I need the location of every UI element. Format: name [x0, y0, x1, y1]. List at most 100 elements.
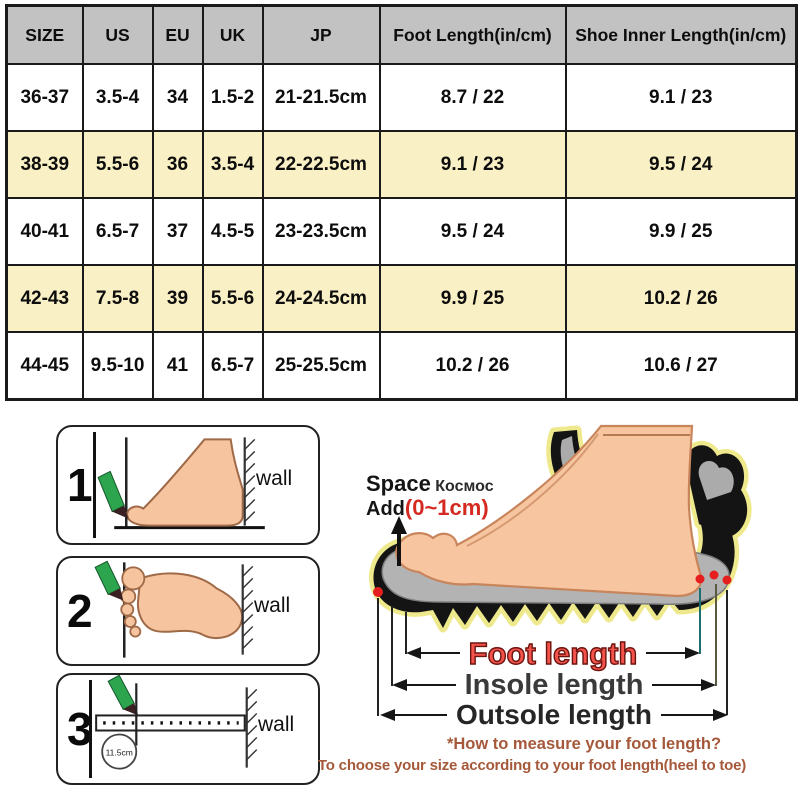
footprint-toes: [120, 566, 146, 638]
table-cell: 4.5-5: [201, 197, 264, 266]
table-cell: 41: [151, 331, 204, 401]
foot-shape: [126, 438, 244, 527]
ruler-mark-circle: [101, 733, 138, 770]
right-arrowhead-icon: [701, 679, 716, 691]
table-cell: 23-23.5cm: [261, 197, 381, 266]
table-cell: 40-41: [5, 197, 84, 266]
left-arrowhead-icon: [380, 709, 395, 721]
pencil-icon: [94, 560, 124, 601]
right-arrowhead-icon: [685, 647, 701, 659]
arrow-line: [407, 683, 456, 687]
table-cell: 44-45: [5, 331, 84, 401]
step-number: 2: [67, 585, 93, 637]
arrow-line: [395, 713, 447, 717]
size-chart-table: SIZE US EU UK JP Foot Length(in/cm) Shoe…: [5, 4, 798, 401]
footprint-sole: [136, 572, 244, 640]
table-cell: 5.5-6: [81, 130, 154, 199]
outsole-length-measure: Outsole length: [380, 699, 728, 731]
table-header-row: SIZE US EU UK JP Foot Length(in/cm) Shoe…: [5, 4, 798, 65]
table-cell: 38-39: [5, 130, 84, 199]
left-arrowhead-icon: [392, 679, 407, 691]
table-cell: 3.5-4: [201, 130, 264, 199]
wall-label: wall: [254, 594, 291, 617]
measure-step-1: 1 wall: [56, 425, 320, 545]
column-header-uk: UK: [201, 4, 264, 65]
add-range-value: (0~1cm): [404, 495, 489, 521]
wall-label: wall: [258, 713, 295, 736]
space-annotation: Space Космос Add(0~1cm): [366, 471, 494, 521]
table-cell: 3.5-4: [81, 63, 154, 132]
right-arrowhead-icon: [713, 709, 728, 721]
column-header-us: US: [81, 4, 154, 65]
measure-line-vertical: [726, 590, 728, 715]
instep-line: [466, 433, 599, 547]
table-cell: 5.5-6: [201, 264, 264, 333]
choose-size-note: To choose your size according to your fo…: [317, 757, 747, 774]
table-cell: 9.9 / 25: [564, 197, 798, 266]
arrow-line: [646, 651, 686, 655]
up-arrow-icon: [391, 516, 407, 566]
ruler-illustration: 11.5cm: [95, 675, 258, 770]
table-cell: 37: [151, 197, 204, 266]
table-cell: 1.5-2: [201, 63, 264, 132]
space-label: Space: [366, 471, 431, 496]
measure-line-vertical: [405, 612, 407, 654]
shoe-heel-lining: [698, 461, 734, 500]
column-header-foot-length: Foot Length(in/cm): [378, 4, 567, 65]
divider: [93, 432, 96, 538]
table-cell: 36-37: [5, 63, 84, 132]
ruler-mark-value: 11.5cm: [106, 748, 133, 758]
wall-hatch: [245, 687, 258, 768]
measure-line-vertical: [377, 598, 379, 716]
wall-hatch: [241, 564, 254, 655]
table-cell: 39: [151, 264, 204, 333]
how-to-measure-note: *How to measure your foot length?: [446, 735, 722, 753]
measure-dot: [373, 570, 732, 597]
table-cell: 6.5-7: [201, 331, 264, 401]
measure-line-vertical: [715, 584, 717, 686]
table-row: 40-41 6.5-7 37 4.5-5 23-23.5cm 9.5 / 24 …: [5, 197, 798, 266]
table-cell: 9.5 / 24: [378, 197, 567, 266]
divider: [89, 680, 92, 778]
pencil-icon: [97, 470, 129, 519]
arrow-line: [661, 713, 713, 717]
table-cell: 36: [151, 130, 204, 199]
arrow-line: [652, 683, 701, 687]
space-label-russian: Космос: [435, 478, 494, 495]
foot-shape: [395, 424, 703, 598]
table-cell: 9.1 / 23: [564, 63, 798, 132]
footprint-illustration: [94, 560, 254, 658]
left-arrowhead-icon: [406, 647, 421, 659]
column-header-jp: JP: [261, 4, 381, 65]
wall-label: wall: [256, 467, 293, 490]
table-row: 38-39 5.5-6 36 3.5-4 22-22.5cm 9.1 / 23 …: [5, 130, 798, 199]
wall-hatch: [243, 437, 256, 526]
table-cell: 25-25.5cm: [261, 331, 381, 401]
foot-length-measure: Foot length: [406, 635, 701, 671]
step-number: 3: [67, 703, 93, 755]
pencil-icon: [107, 675, 139, 716]
table-row: 42-43 7.5-8 39 5.5-6 24-24.5cm 9.9 / 25 …: [5, 264, 798, 333]
arrow-line: [421, 651, 460, 655]
measure-step-2: 2 wall: [56, 556, 320, 666]
table-cell: 42-43: [5, 264, 84, 333]
table-cell: 8.7 / 22: [378, 63, 567, 132]
step-number: 1: [67, 459, 93, 511]
measure-step-3: 11.5cm 3 wall: [56, 673, 320, 785]
add-label: Add: [366, 498, 405, 521]
insole-length-label: Insole length: [464, 668, 644, 701]
table-row: 44-45 9.5-10 41 6.5-7 25-25.5cm 10.2 / 2…: [5, 331, 798, 401]
table-cell: 9.5 / 24: [564, 130, 798, 199]
table-cell: 10.2 / 26: [564, 264, 798, 333]
table-cell: 9.5-10: [81, 331, 154, 401]
table-cell: 7.5-8: [81, 264, 154, 333]
column-header-eu: EU: [151, 4, 204, 65]
foot-side-illustration: [97, 437, 265, 530]
table-row: 36-37 3.5-4 34 1.5-2 21-21.5cm 8.7 / 22 …: [5, 63, 798, 132]
table-cell: 9.1 / 23: [378, 130, 567, 199]
foot-length-label: Foot length: [468, 635, 638, 671]
table-cell: 10.2 / 26: [378, 331, 567, 401]
table-cell: 9.9 / 25: [378, 264, 567, 333]
insole-length-measure: Insole length: [392, 669, 716, 701]
measure-line-vertical: [699, 588, 701, 654]
